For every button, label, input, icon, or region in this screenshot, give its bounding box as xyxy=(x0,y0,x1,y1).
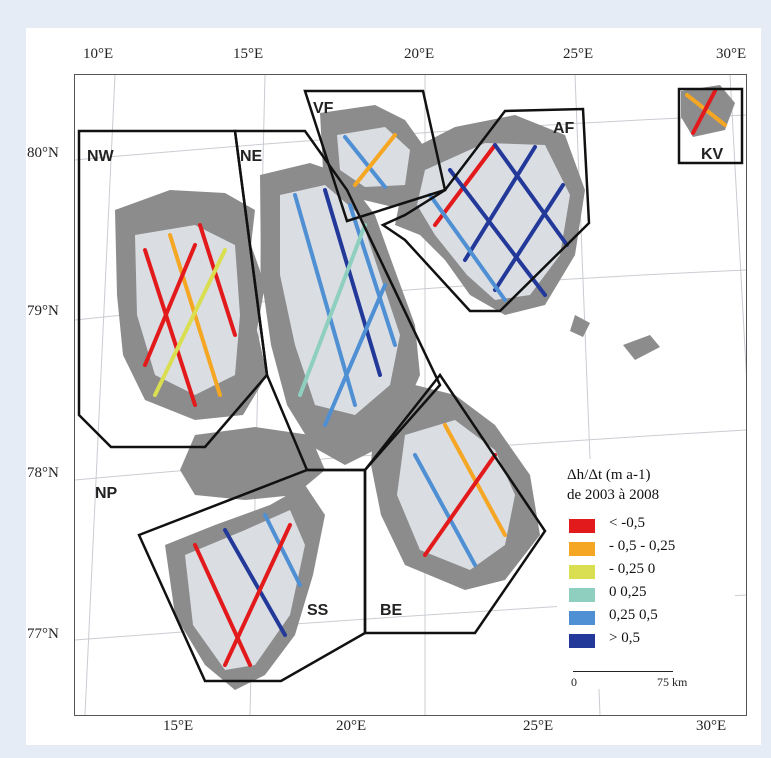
region-label-be: BE xyxy=(380,602,403,619)
lon-label-top: 10°E xyxy=(83,46,114,62)
legend-item-label: < -0,5 xyxy=(609,515,645,531)
legend: Δh/Δt (m a-1) de 2003 à 2008 < -0,5 - 0,… xyxy=(557,459,735,689)
lat-label: 78°N xyxy=(27,465,59,481)
legend-item-label: 0 0,25 xyxy=(609,584,647,600)
lon-label-top: 25°E xyxy=(563,46,594,62)
lon-label-bottom: 20°E xyxy=(336,718,367,734)
lon-label-bottom: 30°E xyxy=(696,718,727,734)
region-label-af: AF xyxy=(553,120,575,137)
region-label-nw: NW xyxy=(87,148,115,165)
lon-label-top: 20°E xyxy=(404,46,435,62)
legend-swatch xyxy=(569,588,595,602)
lon-label-top: 15°E xyxy=(233,46,264,62)
legend-swatch xyxy=(569,634,595,648)
map-canvas: NW NE VF AF KV NP SS BE xyxy=(75,75,746,715)
legend-subtitle: de 2003 à 2008 xyxy=(567,487,660,503)
region-label-ne: NE xyxy=(240,148,263,165)
figure-frame: 10°E 15°E 20°E 25°E 30°E 80°N 79°N 78°N … xyxy=(8,8,763,750)
scale-end-label: 75 km xyxy=(657,675,688,689)
legend-title: Δh/Δt (m a-1) xyxy=(567,467,651,483)
elevation-tracks xyxy=(143,89,727,667)
scale-start-label: 0 xyxy=(571,675,577,689)
map-panel: 10°E 15°E 20°E 25°E 30°E 80°N 79°N 78°N … xyxy=(26,28,761,745)
lon-label-bottom: 15°E xyxy=(163,718,194,734)
legend-item-label: - 0,25 0 xyxy=(609,561,656,577)
region-label-vf: VF xyxy=(313,100,334,117)
lon-label-top: 30°E xyxy=(716,46,747,62)
scale-bar xyxy=(573,671,673,672)
region-boundaries xyxy=(77,87,744,683)
legend-swatch xyxy=(569,611,595,625)
region-label-ss: SS xyxy=(307,602,329,619)
legend-item-label: 0,25 0,5 xyxy=(609,607,658,623)
legend-swatch xyxy=(569,519,595,533)
legend-item-label: > 0,5 xyxy=(609,630,640,646)
lat-label: 80°N xyxy=(27,145,59,161)
region-label-np: NP xyxy=(95,485,118,502)
legend-swatch xyxy=(569,565,595,579)
lon-label-bottom: 25°E xyxy=(523,718,554,734)
lat-label: 77°N xyxy=(27,626,59,642)
legend-item-label: - 0,5 - 0,25 xyxy=(609,538,676,554)
legend-swatch xyxy=(569,542,595,556)
region-label-kv: KV xyxy=(701,146,724,163)
svalbard-map: NW NE VF AF KV NP SS BE Δh/Δt (m a-1) de… xyxy=(74,74,747,716)
lat-label: 79°N xyxy=(27,303,59,319)
